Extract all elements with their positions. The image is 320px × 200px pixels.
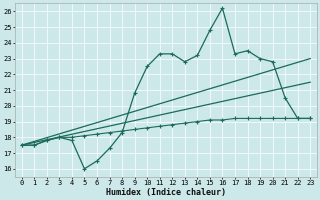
- X-axis label: Humidex (Indice chaleur): Humidex (Indice chaleur): [106, 188, 226, 197]
